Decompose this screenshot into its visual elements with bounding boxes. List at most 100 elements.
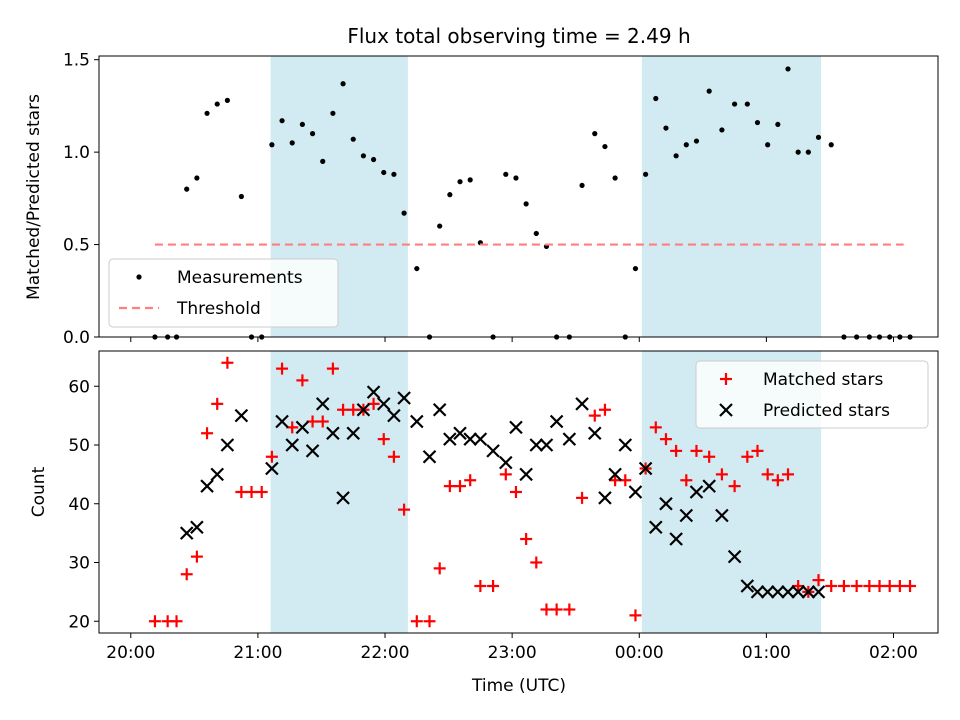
bottom-panel: 20 30 40 50 60 20:00 21:00 22:00 23:00 00:00 01:0… (29, 350, 939, 696)
predicted-stars-point (715, 508, 729, 523)
predicted-stars-point (771, 585, 785, 599)
predicted-stars-point (519, 467, 533, 482)
matched-stars-point (837, 580, 850, 592)
measurement-point (663, 125, 669, 131)
measurement-point (414, 265, 420, 272)
matched-stars-point (306, 415, 319, 428)
predicted-stars-point-b (422, 449, 437, 464)
x-tick-label: 01:00 (742, 643, 791, 663)
measurement-point (533, 230, 539, 237)
matched-stars-point (454, 480, 467, 493)
matched-stars-point (550, 603, 563, 616)
predicted-stars-point-b (649, 520, 663, 535)
predicted-stars-point (801, 585, 816, 599)
predicted-stars-point-b (715, 508, 729, 523)
matched-stars-point (265, 450, 278, 463)
figure-title: Flux total observing time = 2.49 h (347, 24, 690, 48)
measurement-point (683, 142, 689, 148)
matched-stars-point (771, 474, 784, 487)
measurement-point (693, 138, 700, 144)
measurement-point (785, 66, 791, 72)
matched-stars-point (540, 603, 553, 616)
measurement-point (732, 101, 738, 107)
predicted-stars-point-b (305, 444, 320, 458)
matched-stars-point (509, 486, 522, 498)
matched-stars-point (464, 474, 477, 487)
matched-stars-point (337, 403, 350, 416)
predicted-stars-point-b (598, 491, 612, 505)
matched-stars-point (904, 580, 917, 592)
measurement-point (309, 131, 316, 137)
matched-stars-point (850, 580, 863, 592)
predicted-stars-point-b (210, 467, 225, 482)
predicted-stars-point (397, 391, 411, 405)
matched-stars-point (690, 444, 703, 457)
matched-stars-point (387, 450, 400, 463)
measurement-point (330, 110, 336, 116)
matched-stars-point (276, 362, 289, 375)
measurement-point (467, 177, 473, 183)
predicted-stars-point (750, 585, 765, 599)
matched-stars-point (761, 468, 774, 481)
predicted-stars-point-b (587, 426, 602, 441)
matched-stars-point (170, 615, 183, 628)
bottom-y-axis-label: Count (29, 466, 49, 517)
predicted-stars-point-b (811, 585, 826, 599)
predicted-stars-point (285, 438, 300, 452)
matched-stars-point (235, 486, 248, 498)
predicted-stars-point-b (679, 508, 694, 523)
matched-stars-point (812, 574, 825, 587)
predicted-stars-point (811, 585, 826, 599)
predicted-stars-point (727, 549, 742, 564)
measurement-point (391, 171, 397, 177)
bottom-y-ticks: 20 30 40 50 60 (68, 377, 99, 632)
predicted-stars-point (295, 420, 310, 435)
x-tick-label: 00:00 (615, 643, 664, 663)
predicted-stars-point-b (234, 408, 249, 423)
top-x-ticks (130, 337, 895, 342)
x-tick-label: 20:00 (106, 643, 155, 663)
predicted-stars-point (356, 402, 371, 417)
matched-stars-point (703, 450, 716, 463)
predicted-stars-point (179, 526, 194, 540)
measurement-point (279, 118, 285, 124)
predicted-stars-point (443, 432, 457, 446)
measurement-point (447, 192, 453, 198)
measurement-point (719, 127, 725, 133)
matched-stars-point (377, 433, 390, 446)
legend-matched-marker (720, 373, 732, 385)
measurement-point (204, 110, 210, 116)
x-tick-label: 02:00 (869, 643, 918, 663)
matched-stars-point (873, 580, 886, 592)
predicted-stars-point (376, 397, 391, 411)
predicted-stars-point-b (275, 414, 289, 429)
bottom-legend: Matched stars Predicted stars (695, 360, 929, 429)
predicted-stars-point-b (463, 432, 477, 446)
matched-stars-point (201, 427, 214, 440)
predicted-stars-point (689, 485, 704, 499)
predicted-stars-point (305, 444, 320, 458)
matched-stars-point (520, 533, 533, 545)
measurement-point (289, 140, 295, 146)
measurement-point (602, 143, 608, 150)
predicted-stars-point (190, 520, 204, 535)
measurement-point (706, 88, 712, 94)
matched-stars-point (751, 444, 764, 457)
bottom-legend-box (695, 360, 929, 429)
predicted-stars-point-b (220, 438, 235, 452)
predicted-stars-point-b (669, 532, 683, 546)
x-tick-label: 22:00 (361, 643, 410, 663)
measurement-point (523, 201, 529, 207)
y-tick-label: 40 (68, 495, 90, 515)
y-tick-label: 60 (68, 377, 90, 397)
predicted-stars-point (366, 385, 381, 399)
matched-stars-point (487, 580, 500, 592)
predicted-stars-point-b (618, 438, 633, 452)
matched-stars-point (190, 550, 203, 563)
predicted-stars-point (346, 426, 361, 441)
predicted-stars-point-b (295, 420, 310, 435)
measurement-point (437, 223, 443, 229)
predicted-stars-point-b (689, 485, 704, 499)
measurement-point (457, 179, 463, 185)
matched-stars-point (619, 474, 632, 487)
